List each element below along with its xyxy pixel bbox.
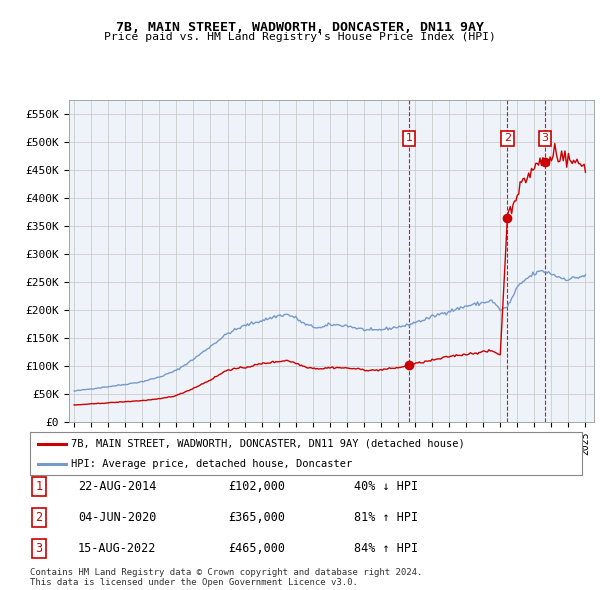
Text: 1: 1	[406, 133, 412, 143]
Text: 2: 2	[504, 133, 511, 143]
Text: 40% ↓ HPI: 40% ↓ HPI	[354, 480, 418, 493]
Text: Price paid vs. HM Land Registry's House Price Index (HPI): Price paid vs. HM Land Registry's House …	[104, 32, 496, 42]
Text: HPI: Average price, detached house, Doncaster: HPI: Average price, detached house, Donc…	[71, 460, 353, 469]
Text: 2: 2	[35, 511, 43, 524]
Text: 22-AUG-2014: 22-AUG-2014	[78, 480, 157, 493]
Text: This data is licensed under the Open Government Licence v3.0.: This data is licensed under the Open Gov…	[30, 578, 358, 587]
Text: 7B, MAIN STREET, WADWORTH, DONCASTER, DN11 9AY: 7B, MAIN STREET, WADWORTH, DONCASTER, DN…	[116, 21, 484, 34]
Text: 1: 1	[35, 480, 43, 493]
Text: 04-JUN-2020: 04-JUN-2020	[78, 511, 157, 524]
Text: £102,000: £102,000	[228, 480, 285, 493]
Text: 7B, MAIN STREET, WADWORTH, DONCASTER, DN11 9AY (detached house): 7B, MAIN STREET, WADWORTH, DONCASTER, DN…	[71, 439, 465, 449]
Text: Contains HM Land Registry data © Crown copyright and database right 2024.: Contains HM Land Registry data © Crown c…	[30, 568, 422, 576]
Text: £465,000: £465,000	[228, 542, 285, 555]
Text: 3: 3	[541, 133, 548, 143]
Text: £365,000: £365,000	[228, 511, 285, 524]
Text: 81% ↑ HPI: 81% ↑ HPI	[354, 511, 418, 524]
Text: 3: 3	[35, 542, 43, 555]
Text: 15-AUG-2022: 15-AUG-2022	[78, 542, 157, 555]
Text: 84% ↑ HPI: 84% ↑ HPI	[354, 542, 418, 555]
